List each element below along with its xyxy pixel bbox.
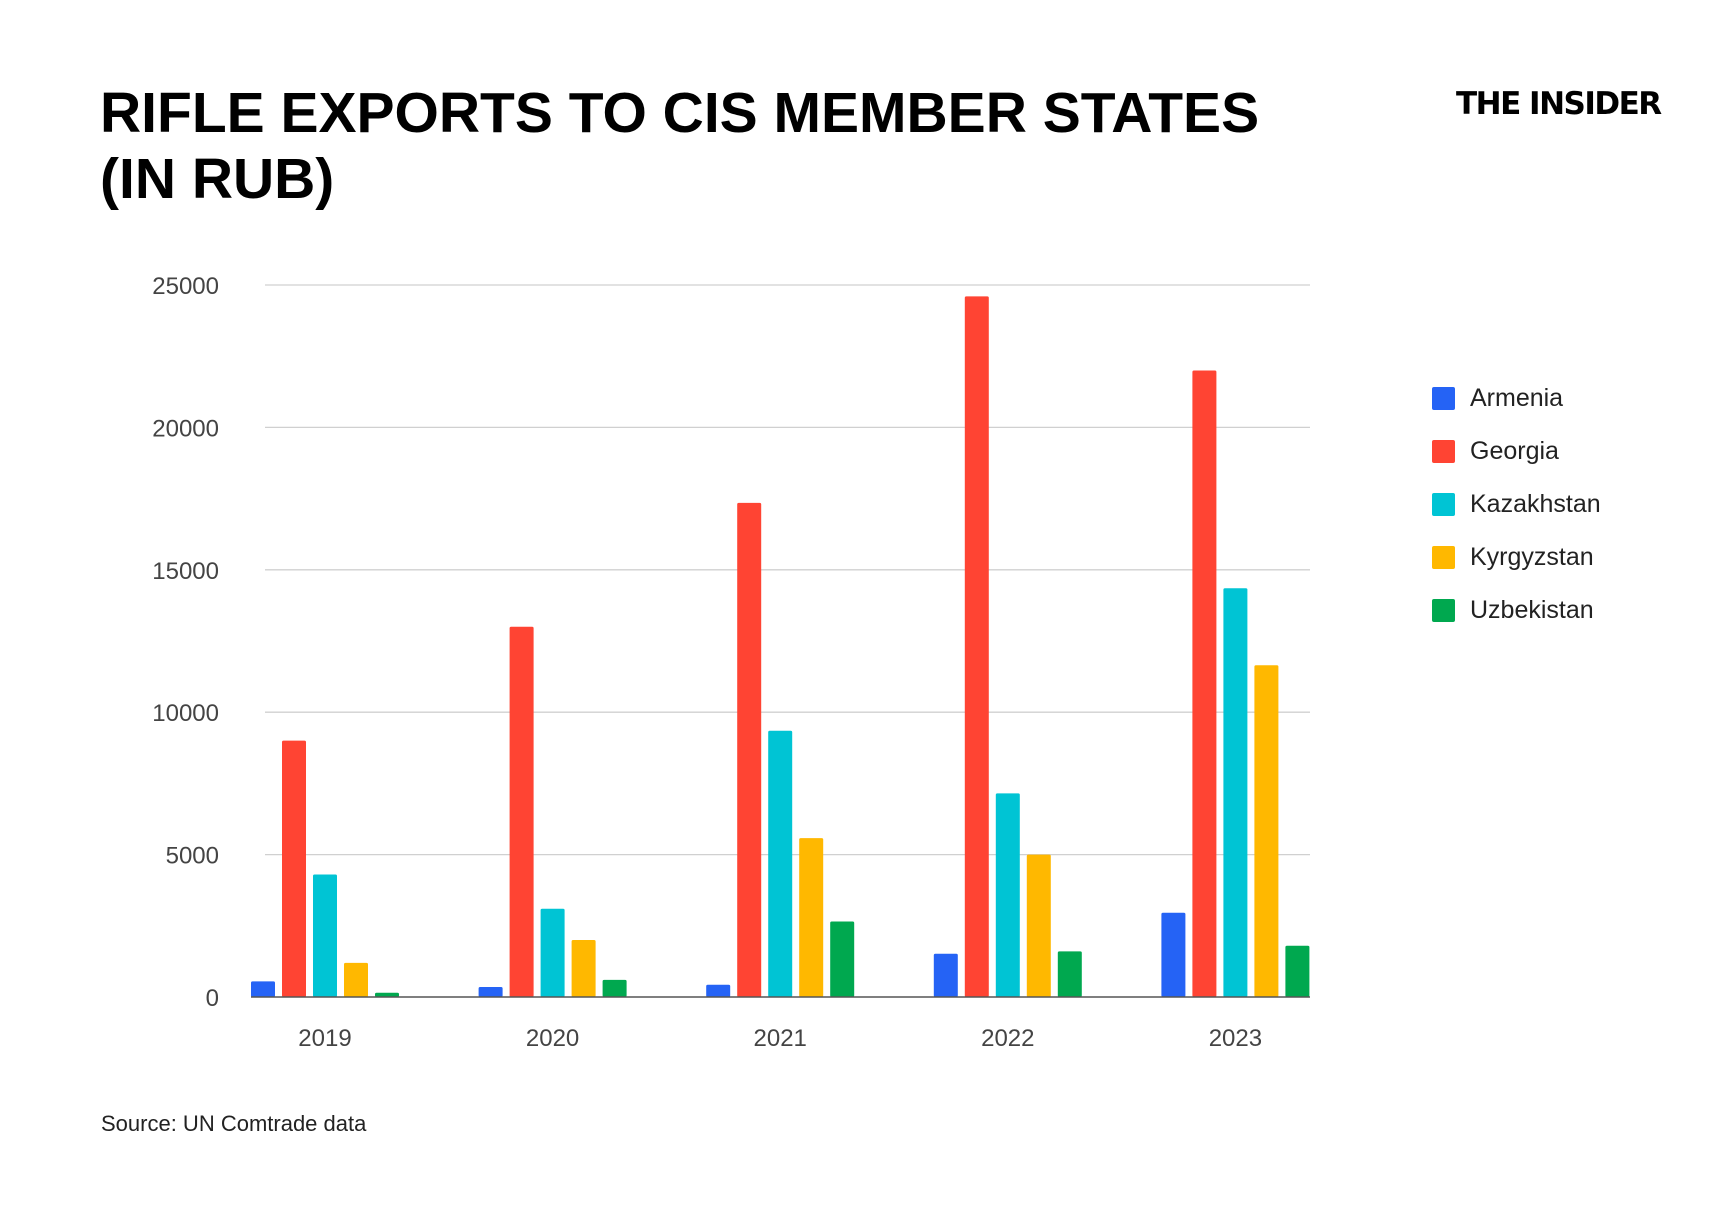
legend-swatch <box>1432 599 1455 622</box>
legend-swatch <box>1432 493 1455 516</box>
legend-label: Armenia <box>1470 384 1564 412</box>
bar-uzbekistan-2023 <box>1285 945 1310 997</box>
y-tick-label: 20000 <box>152 415 219 442</box>
y-tick-label: 15000 <box>152 558 219 585</box>
bar-uzbekistan-2022 <box>1057 951 1082 997</box>
legend: Armenia Georgia Kazakhstan Kyrgyzstan Uzbeki… <box>1432 372 1601 637</box>
bar-georgia-2019 <box>282 740 306 997</box>
x-tick-label: 2021 <box>754 1025 807 1052</box>
bar-kazakhstan-2019 <box>313 874 337 997</box>
legend-item-kyrgyzstan: Kyrgyzstan <box>1432 531 1601 584</box>
x-tick-label: 2020 <box>526 1025 579 1052</box>
legend-label: Georgia <box>1470 437 1559 465</box>
source-note: Source: UN Comtrade data <box>101 1111 367 1136</box>
bar-georgia-2022 <box>964 296 989 998</box>
bar-armenia-2021 <box>706 984 731 997</box>
bar-kazakhstan-2021 <box>768 730 793 997</box>
legend-item-armenia: Armenia <box>1432 372 1601 425</box>
bar-armenia-2019 <box>251 981 275 997</box>
x-tick-label: 2022 <box>981 1025 1034 1052</box>
chart-title: RIFLE EXPORTS TO CIS MEMBER STATES (IN R… <box>100 81 1260 211</box>
bar-georgia-2020 <box>509 626 534 997</box>
y-tick-label: 0 <box>206 985 219 1012</box>
bar-armenia-2022 <box>933 953 958 997</box>
x-tick-label: 2019 <box>298 1025 351 1052</box>
bar-kyrgyzstan-2023 <box>1254 665 1279 997</box>
bar-kyrgyzstan-2020 <box>571 940 596 997</box>
bar-armenia-2020 <box>478 987 503 997</box>
the-insider-logo: THE INSIDER <box>1456 86 1662 122</box>
legend-label: Kyrgyzstan <box>1470 543 1594 571</box>
bar-uzbekistan-2021 <box>830 921 855 997</box>
bar-kyrgyzstan-2019 <box>344 962 368 997</box>
bar-kazakhstan-2022 <box>995 793 1020 997</box>
legend-item-uzbekistan: Uzbekistan <box>1432 584 1601 637</box>
bar-georgia-2023 <box>1192 370 1217 997</box>
bar-kazakhstan-2020 <box>540 908 565 997</box>
legend-swatch <box>1432 387 1455 410</box>
legend-swatch <box>1432 546 1455 569</box>
bar-kyrgyzstan-2021 <box>799 838 824 997</box>
bar-uzbekistan-2019 <box>375 992 399 997</box>
bar-armenia-2023 <box>1161 912 1186 997</box>
bar-uzbekistan-2020 <box>602 979 627 997</box>
y-tick-label: 10000 <box>152 700 219 727</box>
bar-kyrgyzstan-2022 <box>1026 854 1051 997</box>
legend-label: Uzbekistan <box>1470 596 1594 624</box>
legend-swatch <box>1432 440 1455 463</box>
legend-item-kazakhstan: Kazakhstan <box>1432 478 1601 531</box>
y-tick-label: 5000 <box>166 843 219 870</box>
legend-label: Kazakhstan <box>1470 490 1601 518</box>
bar-kazakhstan-2023 <box>1223 588 1248 997</box>
y-tick-label: 25000 <box>152 273 219 300</box>
legend-item-georgia: Georgia <box>1432 425 1601 478</box>
bar-georgia-2021 <box>737 502 762 997</box>
x-tick-label: 2023 <box>1209 1025 1262 1052</box>
